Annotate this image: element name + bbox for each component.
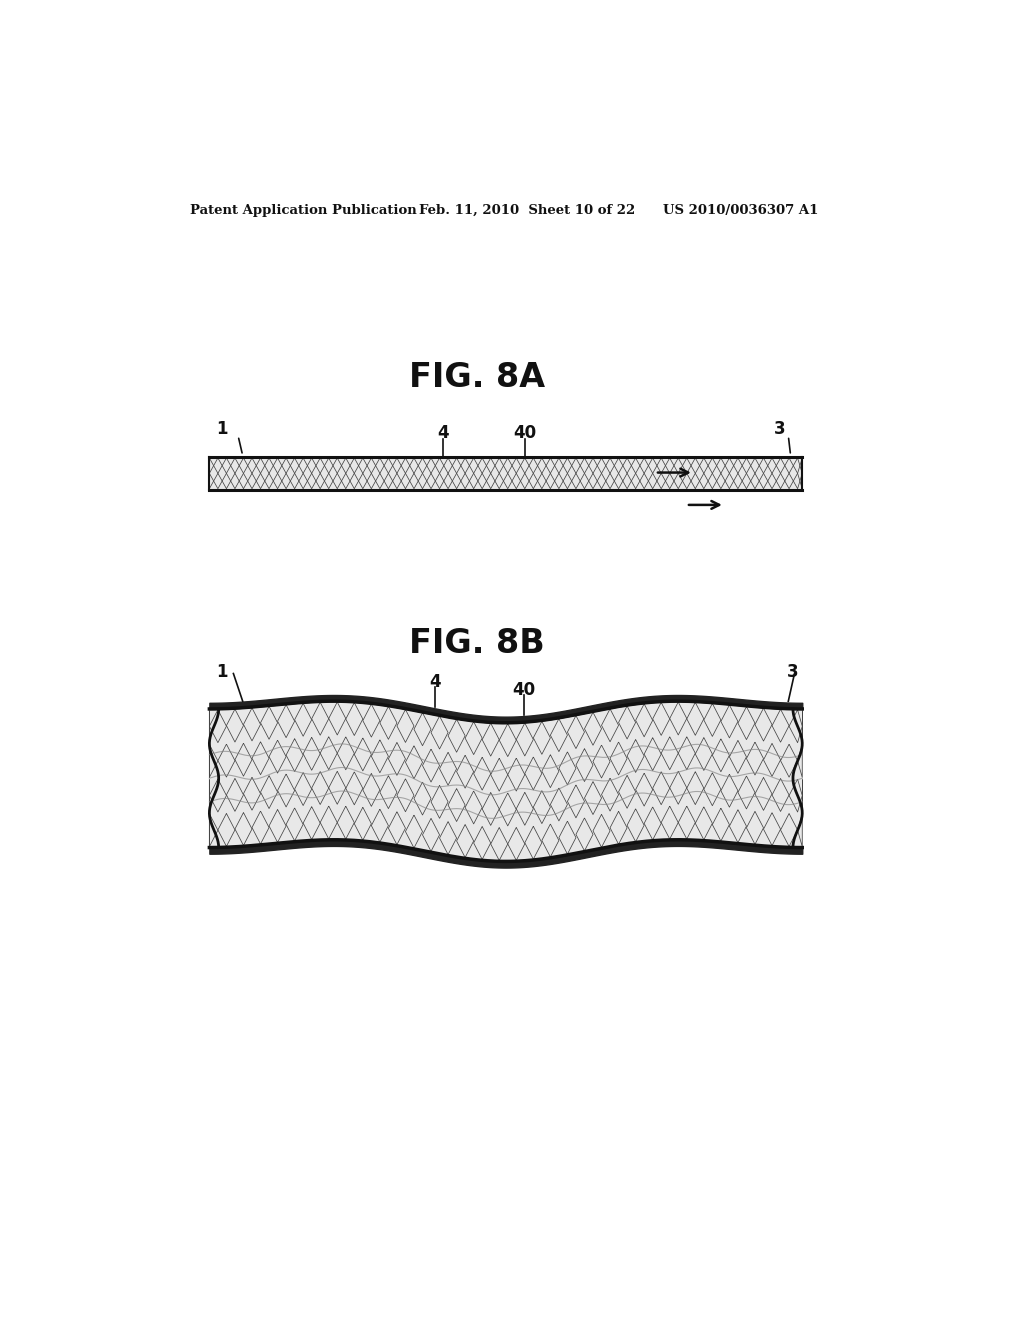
Text: 1: 1 — [216, 421, 227, 438]
Polygon shape — [209, 701, 802, 862]
Text: 4: 4 — [429, 673, 440, 690]
Text: 40: 40 — [513, 424, 537, 441]
Text: 4: 4 — [437, 424, 450, 441]
Text: US 2010/0036307 A1: US 2010/0036307 A1 — [663, 205, 818, 218]
Text: Feb. 11, 2010  Sheet 10 of 22: Feb. 11, 2010 Sheet 10 of 22 — [419, 205, 635, 218]
Text: FIG. 8B: FIG. 8B — [409, 627, 545, 660]
Text: FIG. 8A: FIG. 8A — [409, 362, 545, 395]
Text: 1: 1 — [216, 663, 227, 681]
Text: Patent Application Publication: Patent Application Publication — [190, 205, 417, 218]
Bar — [209, 457, 802, 490]
Text: 40: 40 — [512, 681, 536, 698]
Text: 3: 3 — [773, 421, 785, 438]
Text: 3: 3 — [786, 663, 799, 681]
